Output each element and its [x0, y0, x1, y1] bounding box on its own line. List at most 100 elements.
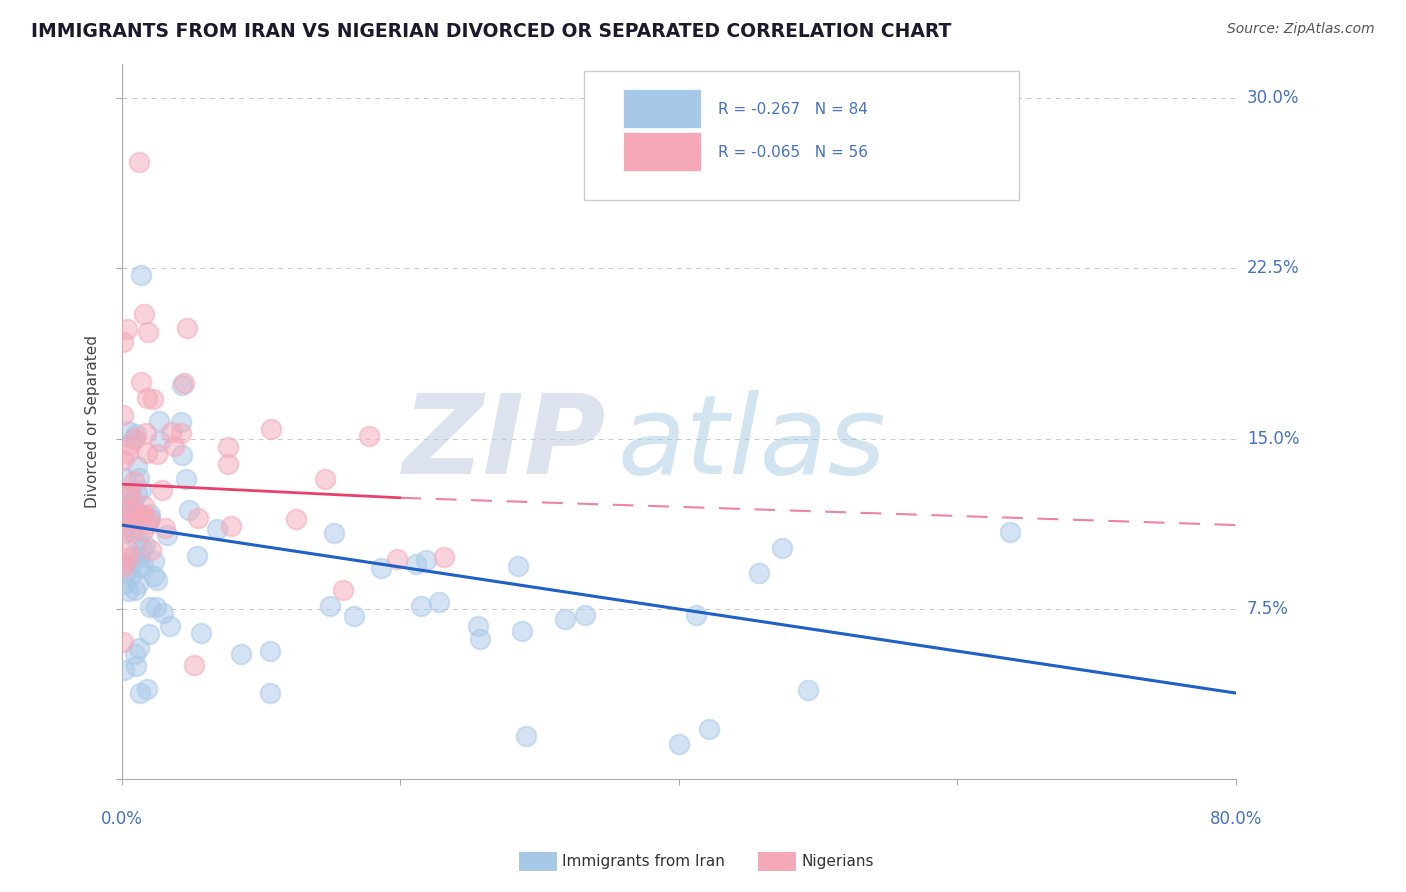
Point [128, 550, 150, 565]
Point [554, 612, 576, 626]
Point [149, 434, 172, 449]
Point [314, 472, 336, 486]
Point [118, 486, 141, 500]
Text: 7.5%: 7.5% [1247, 600, 1289, 618]
Point [146, 447, 169, 461]
Point [122, 549, 145, 564]
Point [112, 334, 135, 349]
Point [125, 459, 148, 474]
Text: 30.0%: 30.0% [1247, 89, 1299, 107]
Text: Source: ZipAtlas.com: Source: ZipAtlas.com [1227, 22, 1375, 37]
Point [415, 553, 437, 567]
Point [319, 599, 342, 613]
Point [112, 485, 135, 500]
Point [125, 658, 148, 673]
Point [131, 541, 153, 555]
Point [359, 429, 381, 443]
Point [122, 500, 145, 515]
Point [170, 448, 193, 462]
Point [132, 558, 155, 572]
Point [122, 522, 145, 536]
Text: IMMIGRANTS FROM IRAN VS NIGERIAN DIVORCED OR SEPARATED CORRELATION CHART: IMMIGRANTS FROM IRAN VS NIGERIAN DIVORCE… [31, 22, 952, 41]
Point [127, 534, 149, 549]
Point [115, 322, 138, 336]
Point [135, 425, 157, 440]
Point [127, 508, 149, 523]
Text: Nigerians: Nigerians [801, 855, 875, 869]
Point [139, 511, 162, 525]
Point [125, 487, 148, 501]
Point [343, 609, 366, 624]
FancyBboxPatch shape [623, 132, 702, 171]
Point [697, 722, 720, 736]
Point [217, 441, 239, 455]
FancyBboxPatch shape [623, 89, 702, 128]
Point [112, 512, 135, 526]
Text: atlas: atlas [617, 390, 886, 497]
Point [128, 154, 150, 169]
Point [177, 503, 200, 517]
Point [129, 686, 152, 700]
Point [183, 657, 205, 672]
Point [207, 522, 229, 536]
Point [125, 512, 148, 526]
Point [170, 426, 193, 441]
Point [114, 471, 136, 485]
Point [433, 549, 456, 564]
Point [508, 558, 530, 573]
Point [122, 432, 145, 446]
Point [124, 648, 146, 662]
Point [217, 458, 239, 472]
Point [187, 511, 209, 525]
Point [124, 431, 146, 445]
Point [128, 471, 150, 485]
Point [117, 543, 139, 558]
Point [127, 577, 149, 591]
Point [112, 453, 135, 467]
Point [170, 415, 193, 429]
Point [186, 549, 208, 564]
Point [118, 513, 141, 527]
Point [117, 549, 139, 564]
Point [467, 619, 489, 633]
FancyBboxPatch shape [583, 71, 1018, 200]
Text: 0.0%: 0.0% [101, 810, 143, 828]
Point [136, 681, 159, 696]
Point [142, 392, 165, 407]
Point [170, 377, 193, 392]
Text: 15.0%: 15.0% [1247, 430, 1299, 448]
Point [134, 538, 156, 552]
Point [121, 500, 143, 515]
Point [748, 566, 770, 581]
Text: R = -0.065   N = 56: R = -0.065 N = 56 [718, 145, 868, 160]
Point [117, 583, 139, 598]
Point [138, 512, 160, 526]
Point [797, 683, 820, 698]
Point [132, 307, 155, 321]
Point [163, 438, 186, 452]
Point [135, 391, 157, 405]
Text: 22.5%: 22.5% [1247, 260, 1299, 277]
Point [510, 624, 533, 638]
Point [136, 517, 159, 532]
Point [118, 438, 141, 452]
Point [260, 422, 283, 436]
Point [112, 577, 135, 591]
Point [668, 737, 690, 751]
Point [385, 551, 408, 566]
Point [129, 561, 152, 575]
Point [285, 512, 308, 526]
Point [427, 595, 450, 609]
Point [190, 625, 212, 640]
Point [117, 506, 139, 520]
Point [148, 414, 170, 428]
Point [259, 643, 281, 657]
Point [173, 376, 195, 391]
Text: 80.0%: 80.0% [1209, 810, 1263, 828]
Point [124, 582, 146, 597]
Point [685, 607, 707, 622]
Point [153, 521, 176, 535]
Point [219, 519, 242, 533]
Point [136, 325, 159, 339]
Point [115, 563, 138, 577]
